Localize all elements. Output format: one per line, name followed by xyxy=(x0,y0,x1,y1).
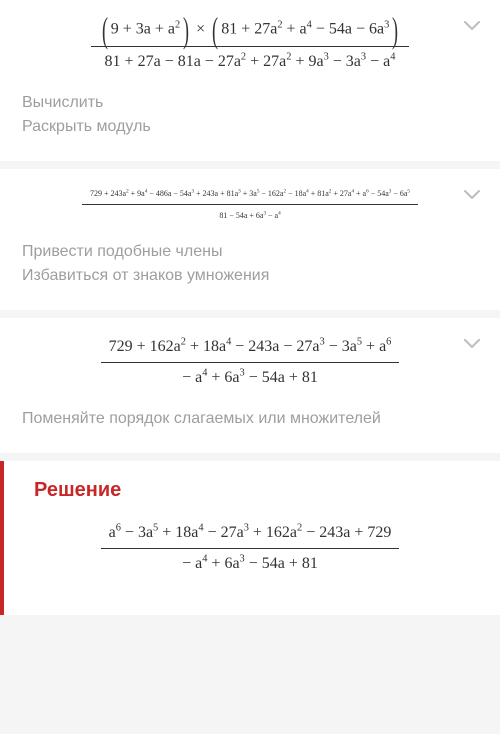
formula-solution: a6 − 3a5 + 18a4 − 27a3 + 162a2 − 243a + … xyxy=(22,522,478,575)
actions-step-2: Привести подобные члены Избавиться от зн… xyxy=(22,240,478,288)
actions-step-3: Поменяйте порядок слагаемых или множител… xyxy=(22,407,478,431)
action-combine-like[interactable]: Привести подобные члены xyxy=(22,240,478,264)
step-card-1: (9 + 3a + a2) × (81 + 27a2 + a4 − 54a − … xyxy=(0,0,500,161)
formula-step-3: 729 + 162a2 + 18a4 − 243a − 27a3 − 3a5 +… xyxy=(22,336,478,389)
action-remove-mult[interactable]: Избавиться от знаков умножения xyxy=(22,264,478,288)
chevron-down-icon[interactable] xyxy=(464,187,480,197)
solution-card: Решение a6 − 3a5 + 18a4 − 27a3 + 162a2 −… xyxy=(0,461,500,615)
solution-title: Решение xyxy=(22,479,478,502)
action-reorder[interactable]: Поменяйте порядок слагаемых или множител… xyxy=(22,407,478,431)
chevron-down-icon[interactable] xyxy=(464,336,480,346)
action-expand-abs[interactable]: Раскрыть модуль xyxy=(22,115,478,139)
actions-step-1: Вычислить Раскрыть модуль xyxy=(22,91,478,139)
chevron-down-icon[interactable] xyxy=(464,18,480,28)
action-compute[interactable]: Вычислить xyxy=(22,91,478,115)
formula-step-1: (9 + 3a + a2) × (81 + 27a2 + a4 − 54a − … xyxy=(22,18,478,73)
step-card-3: 729 + 162a2 + 18a4 − 243a − 27a3 − 3a5 +… xyxy=(0,318,500,453)
step-card-2: 729 + 243a2 + 9a4 − 486a − 54a3 + 243a +… xyxy=(0,169,500,310)
formula-step-2: 729 + 243a2 + 9a4 − 486a − 54a3 + 243a +… xyxy=(22,187,478,222)
